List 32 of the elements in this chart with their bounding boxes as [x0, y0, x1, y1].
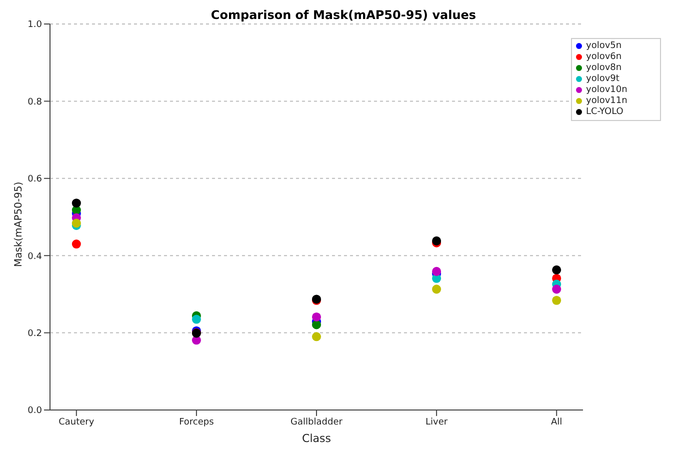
x-tick-label: All: [551, 417, 562, 428]
point: [552, 296, 562, 305]
chart-title: Comparison of Mask(mAP50-95) values: [210, 8, 478, 22]
point: [552, 284, 562, 294]
x-tick-label: Gallbladder: [290, 417, 343, 428]
point: [192, 314, 201, 324]
point: [312, 332, 322, 342]
point: [72, 198, 81, 208]
point: [72, 240, 81, 249]
point: [432, 266, 442, 276]
y-tick-label: 0.0: [28, 406, 42, 416]
point: [312, 320, 322, 330]
y-tick-label: 0.2: [28, 328, 42, 339]
y-tick-label: 0.4: [28, 252, 42, 262]
legend-label: yolov11n: [586, 96, 628, 106]
x-axis-title: Class: [302, 432, 332, 445]
y-tick-label: 0.6: [28, 174, 42, 185]
legend-label: yolov8n: [586, 63, 622, 73]
legend-label: yolov10n: [586, 85, 628, 95]
y-axis-title: Mask(mAP50-95): [14, 182, 25, 267]
point: [432, 284, 442, 294]
legend-label: yolov5n: [586, 41, 622, 51]
point: [552, 265, 562, 274]
legend-label: yolov6n: [586, 52, 622, 62]
y-tick-label: 0.8: [28, 97, 42, 108]
x-tick-label: Cautery: [58, 417, 95, 428]
point: [312, 312, 322, 322]
legend-label: yolov9t: [586, 74, 620, 84]
legend-label: LC-YOLO: [586, 107, 624, 117]
x-tick-label: Forceps: [179, 417, 214, 428]
y-tick-label: 1.0: [28, 20, 42, 30]
x-tick-label: Liver: [426, 417, 448, 428]
